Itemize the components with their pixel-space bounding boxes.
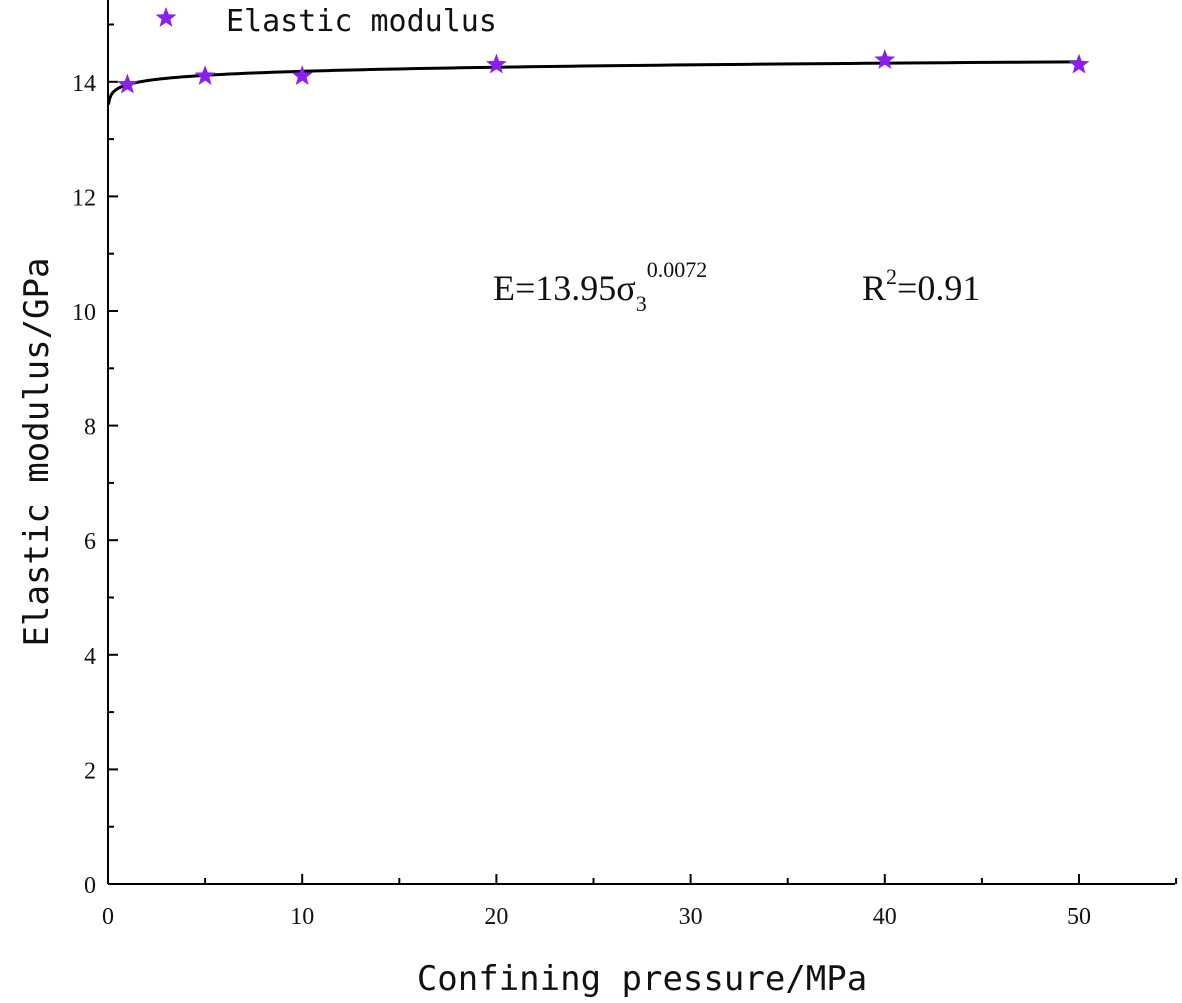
data-point-star <box>874 49 896 69</box>
fit-curve-layer <box>107 60 1080 105</box>
x-tick-label: 50 <box>1067 904 1091 930</box>
x-tick-label: 10 <box>290 904 314 930</box>
r2-superscript: 2 <box>886 264 897 289</box>
data-points-layer <box>116 49 1090 94</box>
y-tick-label: 14 <box>72 71 96 97</box>
plot-axes <box>107 0 1175 885</box>
x-axis-title: Confining pressure/MPa <box>417 959 867 999</box>
data-point-star <box>485 53 507 74</box>
data-point-star <box>116 73 138 94</box>
fit-equation: E=13.95σ30.0072 R2=0.91 <box>493 257 980 316</box>
legend: Elastic modulus <box>155 4 497 39</box>
equation-subscript: 3 <box>636 291 647 316</box>
r2-text: R2=0.91 <box>862 264 980 308</box>
fit-curve <box>107 60 1080 105</box>
data-point-star <box>194 65 216 85</box>
legend-star-icon <box>155 7 177 27</box>
y-axis-title: Elastic modulus/GPa <box>17 258 57 647</box>
x-tick-label: 40 <box>873 904 897 930</box>
equation-exponent: 0.0072 <box>647 257 708 282</box>
y-tick-label: 2 <box>84 758 96 784</box>
y-tick-label: 4 <box>84 644 96 670</box>
x-ticks: 0 10 20 30 40 50 <box>102 874 1178 930</box>
y-tick-label: 10 <box>72 300 96 326</box>
y-tick-label: 0 <box>84 873 96 899</box>
legend-label: Elastic modulus <box>226 4 497 39</box>
equation-text: E=13.95σ30.0072 <box>493 257 707 316</box>
y-tick-label: 8 <box>84 415 96 441</box>
r2-value: =0.91 <box>897 268 980 308</box>
r2-main: R <box>862 268 886 308</box>
x-tick-label: 30 <box>679 904 703 930</box>
y-tick-label: 12 <box>72 185 96 211</box>
data-point-star <box>291 65 313 85</box>
equation-main: E=13.95σ <box>493 268 636 308</box>
y-tick-label: 6 <box>84 529 96 555</box>
x-tick-label: 0 <box>102 904 114 930</box>
y-ticks: 0 2 4 6 8 10 12 14 <box>72 23 118 899</box>
x-tick-label: 20 <box>484 904 508 930</box>
data-point-star <box>1068 53 1090 74</box>
